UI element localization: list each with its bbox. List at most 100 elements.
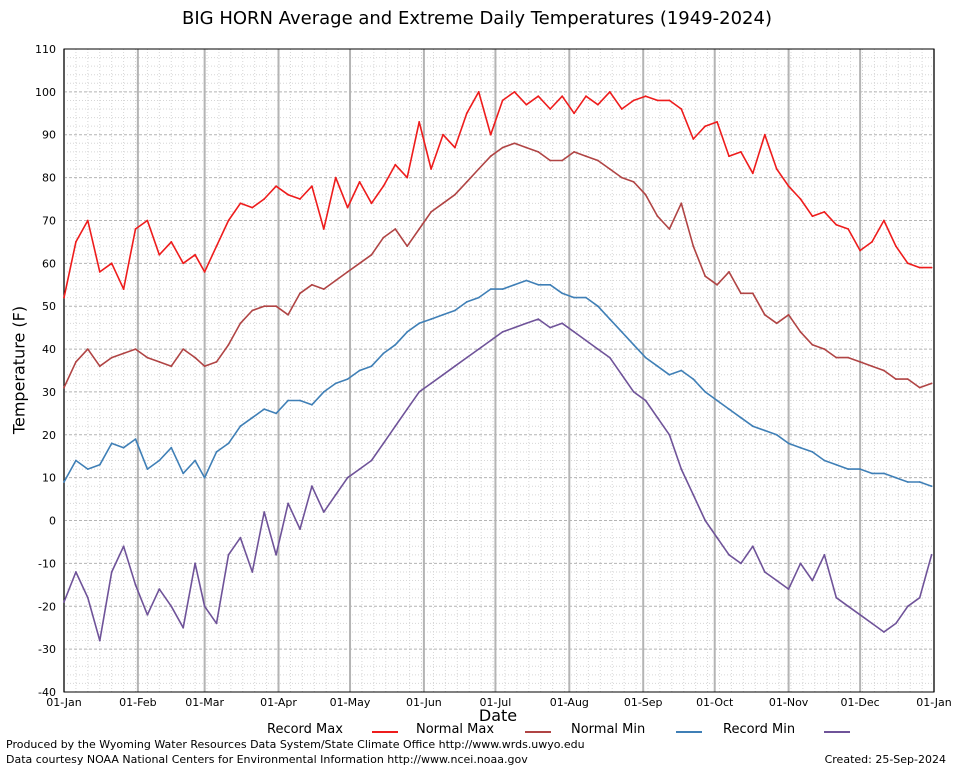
data-point-record-min (513, 326, 516, 329)
data-point-record-max (358, 181, 361, 183)
data-point-record-min (63, 601, 65, 603)
legend-label-record-max: Record Max (267, 722, 343, 737)
data-point-record-max (549, 108, 552, 110)
legend-swatch-record-min (824, 731, 850, 733)
data-point-record-min (122, 545, 125, 548)
data-point-normal-max (489, 155, 492, 158)
data-point-record-max (811, 215, 814, 218)
data-point-record-min (75, 571, 77, 573)
chart-title: BIG HORN Average and Extreme Daily Tempe… (182, 8, 772, 29)
data-point-normal-min (537, 283, 540, 286)
data-point-record-min (525, 322, 528, 325)
data-point-record-max (668, 99, 671, 102)
y-tick-label: 20 (42, 429, 56, 442)
y-tick-label: 30 (42, 386, 56, 399)
data-point-record-max (799, 198, 802, 200)
data-point-record-max (227, 219, 230, 222)
data-point-record-min (146, 613, 149, 616)
data-point-record-max (585, 95, 587, 98)
data-point-normal-max (203, 365, 206, 368)
data-point-normal-max (158, 361, 161, 363)
data-point-normal-max (608, 168, 611, 170)
data-point-normal-max (98, 365, 101, 368)
series-line-normal-min (63, 279, 932, 487)
data-point-record-min (775, 579, 778, 582)
data-point-normal-max (182, 348, 185, 350)
data-point-normal-max (787, 313, 790, 316)
data-point-normal-min (632, 343, 635, 346)
data-point-record-max (823, 211, 826, 213)
data-point-record-max (477, 91, 480, 93)
data-point-record-min (215, 622, 218, 625)
data-point-normal-min (430, 318, 432, 320)
x-axis-label: Date (478, 706, 518, 725)
data-point-normal-max (194, 356, 197, 359)
data-point-record-max (620, 108, 623, 110)
data-point-normal-min (847, 468, 850, 470)
data-point-normal-min (418, 322, 421, 325)
data-point-normal-min (597, 305, 599, 308)
y-tick-label: 90 (42, 129, 56, 142)
data-point-normal-max (692, 245, 695, 248)
y-tick-label: -10 (38, 557, 56, 570)
data-point-record-max (322, 228, 325, 230)
x-tick-label: 01-Sep (624, 696, 663, 709)
data-point-record-max (489, 133, 492, 136)
data-point-record-max (263, 198, 266, 200)
data-point-normal-max (251, 309, 254, 312)
data-point-record-min (334, 493, 337, 496)
data-point-normal-min (182, 472, 185, 475)
data-point-record-max (835, 223, 838, 226)
data-point-normal-max (573, 151, 575, 153)
data-point-record-min (489, 339, 492, 342)
y-tick-label: -20 (38, 600, 56, 613)
y-tick-label: 70 (42, 214, 56, 227)
data-point-record-min (692, 493, 695, 496)
data-point-normal-max (299, 292, 301, 295)
data-point-record-min (394, 425, 397, 428)
data-point-record-min (644, 399, 647, 402)
data-point-normal-min (549, 283, 552, 286)
data-point-record-min (251, 571, 254, 573)
data-point-record-max (215, 245, 218, 248)
data-point-normal-max (287, 313, 289, 316)
data-point-normal-min (692, 378, 695, 380)
data-point-record-max (382, 185, 385, 188)
data-point-record-max (573, 112, 575, 115)
data-point-normal-min (110, 442, 113, 445)
data-point-normal-min (918, 481, 921, 483)
data-point-normal-max (63, 386, 65, 389)
data-point-record-min (370, 459, 373, 462)
data-point-record-min (704, 519, 707, 522)
data-point-normal-min (299, 399, 301, 402)
data-point-record-min (501, 331, 504, 333)
data-point-record-min (182, 626, 185, 629)
data-point-normal-min (799, 446, 802, 449)
data-point-normal-max (799, 331, 802, 333)
data-point-normal-max (430, 211, 432, 213)
data-point-record-max (763, 133, 766, 136)
data-point-normal-min (311, 403, 313, 406)
data-point-record-max (134, 228, 137, 230)
data-point-normal-min (895, 476, 897, 479)
data-point-normal-max (895, 378, 897, 380)
data-point-record-max (906, 262, 909, 265)
data-point-normal-max (322, 288, 325, 290)
data-point-record-max (537, 95, 540, 98)
data-point-normal-max (847, 356, 850, 359)
series-line-normal-max (63, 142, 932, 389)
data-point-normal-min (751, 425, 754, 428)
data-point-record-max (918, 266, 921, 269)
data-point-normal-max (86, 348, 89, 350)
data-point-normal-max (465, 181, 468, 183)
data-point-normal-min (465, 301, 468, 303)
data-point-normal-max (549, 159, 552, 162)
data-point-record-max (454, 146, 456, 149)
data-point-normal-min (740, 416, 742, 419)
data-point-record-min (275, 553, 277, 556)
x-tick-label: 01-May (330, 696, 371, 709)
data-point-record-min (98, 639, 101, 642)
data-point-normal-min (406, 331, 409, 333)
data-point-normal-max (394, 228, 397, 230)
data-point-record-max (871, 241, 873, 243)
